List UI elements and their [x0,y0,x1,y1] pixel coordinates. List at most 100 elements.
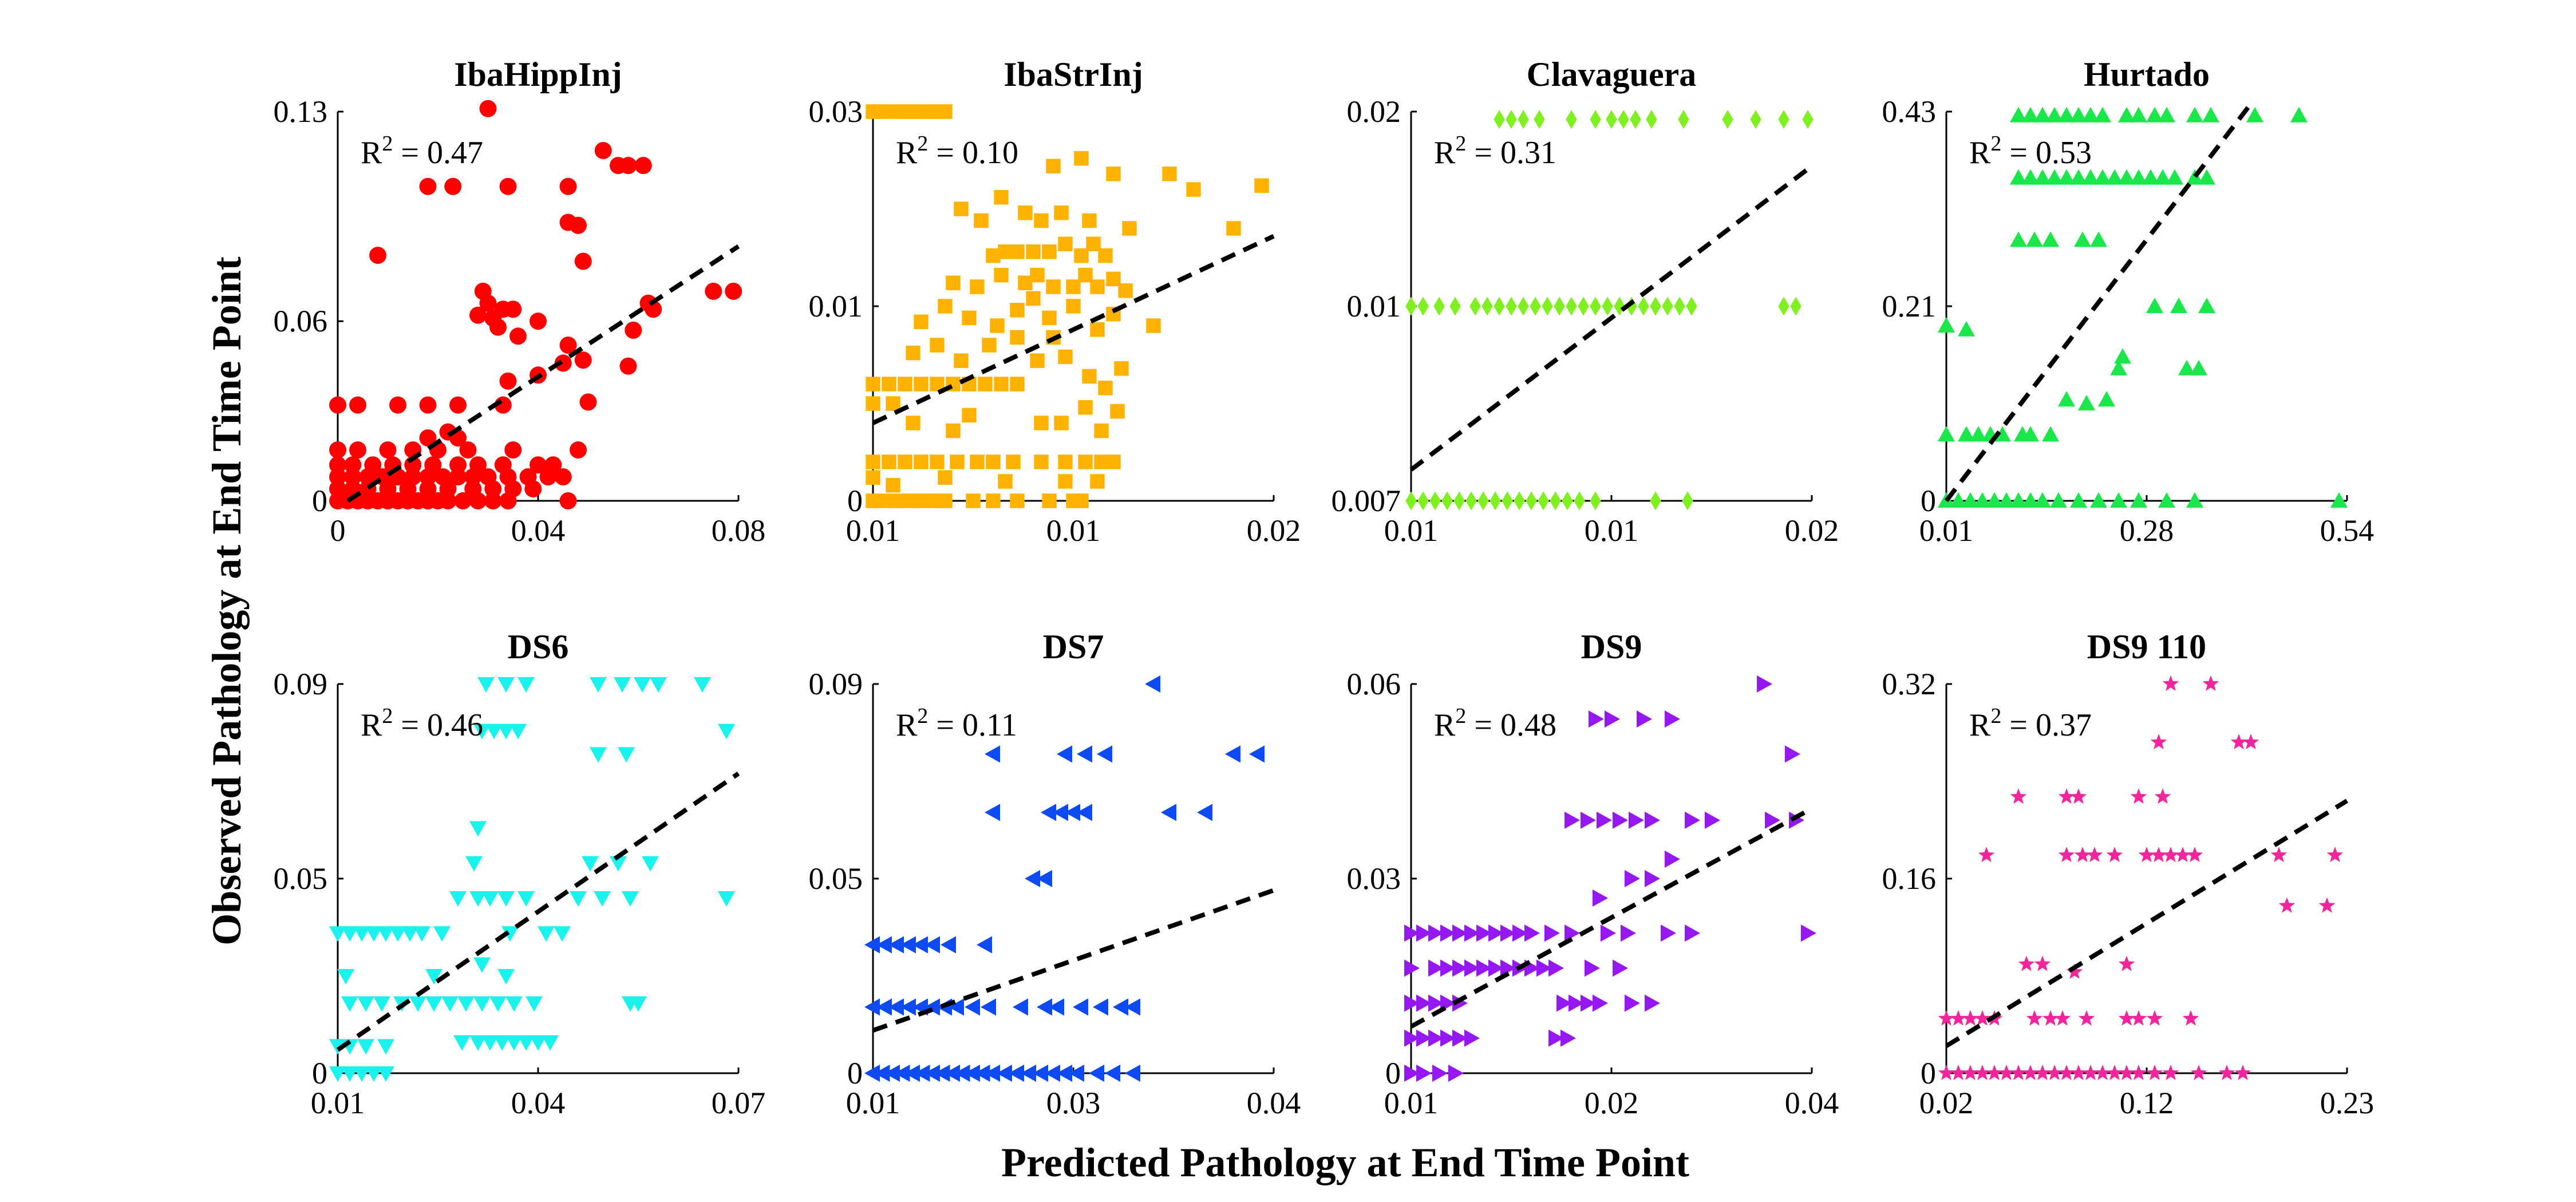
data-point [594,142,612,159]
data-point [2110,492,2127,508]
data-point [459,441,477,459]
x-tick-label: 0.28 [2120,513,2174,548]
data-point [1058,236,1073,251]
data-point [650,677,667,693]
data-point [1544,924,1560,942]
data-point [499,177,517,195]
data-point [924,936,940,954]
data-point [1564,812,1580,829]
data-point [1662,296,1673,316]
data-point [1506,296,1517,316]
x-tick-label: 0.01 [1585,513,1639,548]
data-point [1225,745,1240,763]
data-point [642,856,659,872]
data-point [474,282,492,300]
data-point [1581,994,1596,1012]
data-point [1026,291,1041,306]
data-point [2118,1065,2135,1081]
data-point [970,279,985,294]
data-point [2082,1065,2099,1081]
data-point [389,926,406,942]
data-point [610,856,627,872]
data-point [1058,349,1073,365]
data-point [864,1065,880,1082]
data-point [974,1065,990,1082]
data-points [329,677,735,1082]
data-point [1440,924,1456,942]
data-point [1106,167,1121,181]
data-point [1978,847,1995,863]
data-point [2246,106,2263,122]
data-point [413,926,430,942]
x-tick-label: 0.01 [846,513,900,548]
panel-title: DS6 [508,628,569,666]
data-point [2202,675,2219,691]
data-point [1464,924,1480,942]
data-point [2154,169,2171,185]
data-point [2098,391,2115,407]
scatter-panel: Hurtado 0.01 0.28 0.54 0 0.21 0.43 R2 = 0.53 [1882,56,2374,548]
y-tick-label: 0.21 [1882,289,1937,323]
data-point [2090,231,2107,247]
data-point [1578,296,1589,316]
data-point [2022,426,2039,442]
data-point [2162,1065,2179,1081]
data-point [559,337,577,354]
data-point [1428,959,1444,977]
data-point [1449,296,1461,316]
data-point [484,492,502,509]
data-point [1404,994,1420,1012]
data-point [1042,493,1057,508]
data-point [2094,106,2111,122]
data-points [329,100,742,509]
data-point [341,1066,358,1082]
data-point [1404,1065,1420,1082]
data-point [499,372,517,390]
data-point [1404,924,1420,942]
data-point [517,677,535,693]
data-point [1034,454,1049,469]
data-point [2070,1065,2087,1081]
data-point [914,377,929,392]
data-point [1998,492,2015,508]
data-point [1550,491,1561,511]
data-point [377,1039,394,1055]
data-point [1722,110,1733,129]
data-point [1790,296,1801,316]
data-point [329,456,346,474]
data-point [329,926,346,942]
data-point [864,998,880,1016]
data-point [2082,106,2099,122]
data-point [1146,318,1161,333]
x-tick-label: 0.01 [1046,513,1101,548]
data-point [473,957,491,973]
data-point [705,282,722,300]
data-point [1962,1065,1979,1081]
data-point [344,468,362,486]
data-point [990,318,1005,333]
data-point [866,396,880,411]
data-point [489,996,507,1012]
data-point [1502,491,1513,511]
data-point [2142,169,2159,185]
data-point [2106,1065,2123,1081]
data-point [2070,788,2087,804]
data-point [1441,491,1453,511]
data-point [1010,303,1025,318]
data-point [1566,110,1577,129]
data-point [1046,159,1061,173]
data-point [2042,426,2059,442]
x-tick-label: 0.02 [1785,513,1839,548]
data-point [934,1065,950,1082]
data-point [2278,897,2296,913]
data-point [1122,221,1137,236]
data-point [625,321,642,339]
data-point [1093,998,1108,1016]
data-point [1037,998,1052,1016]
data-point [404,468,422,486]
data-point [1542,296,1553,316]
data-point [1106,454,1121,469]
data-point [1226,221,1241,236]
data-point [1938,1065,1955,1081]
data-point [509,327,527,345]
